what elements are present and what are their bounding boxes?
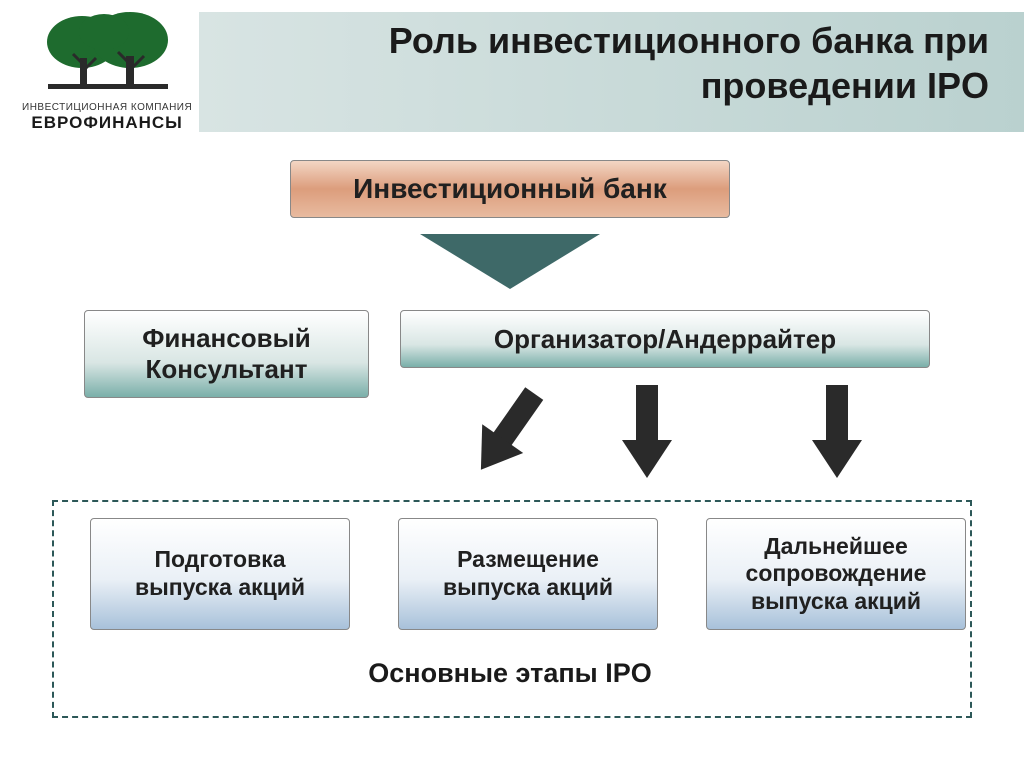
bottom-box-2: Размещение выпуска акций <box>398 518 658 630</box>
tree-icon <box>40 10 175 95</box>
page-title: Роль инвестиционного банка при проведени… <box>229 18 989 108</box>
bottom-box-1: Подготовка выпуска акций <box>90 518 350 630</box>
arrow-icon <box>812 385 862 480</box>
triangle-down-icon <box>420 234 600 289</box>
top-box: Инвестиционный банк <box>290 160 730 218</box>
bottom-box-3: Дальнейшее сопровождение выпуска акций <box>706 518 966 630</box>
mid-box-left: Финансовый Консультант <box>84 310 369 398</box>
arrow-icon <box>459 379 554 485</box>
bottom-label: Основные этапы IPO <box>300 658 720 689</box>
company-logo: ИНВЕСТИЦИОННАЯ КОМПАНИЯ ЕВРОФИНАНСЫ <box>22 10 192 133</box>
mid-box-right: Организатор/Андеррайтер <box>400 310 930 368</box>
arrow-icon <box>622 385 672 480</box>
logo-subtitle: ИНВЕСТИЦИОННАЯ КОМПАНИЯ <box>22 102 192 113</box>
logo-name: ЕВРОФИНАНСЫ <box>22 113 192 133</box>
